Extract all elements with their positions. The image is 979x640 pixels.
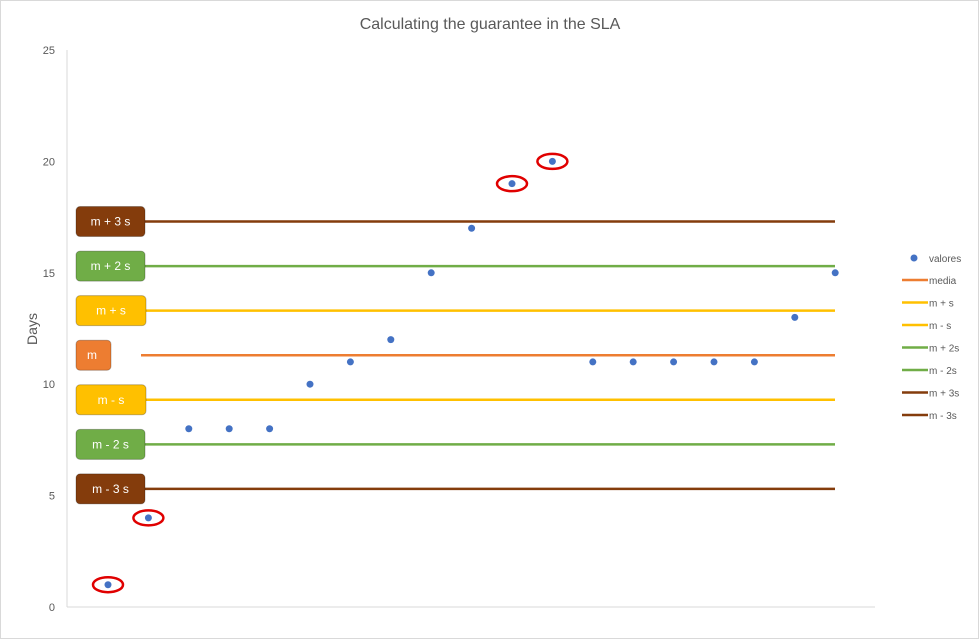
- data-point: [548, 157, 556, 165]
- y-tick-label: 20: [43, 156, 55, 168]
- data-point: [387, 336, 395, 344]
- legend-label: m + 2s: [929, 344, 959, 355]
- outlier-highlight: [132, 509, 165, 527]
- chart-title: Calculating the guarantee in the SLA: [360, 16, 621, 33]
- reference-label-box: [75, 250, 146, 282]
- reference-label-box: [75, 339, 112, 371]
- data-point: [346, 358, 354, 366]
- data-point: [670, 358, 678, 366]
- y-tick-label: 25: [43, 45, 55, 57]
- y-tick-label: 0: [49, 602, 55, 614]
- legend-label: m - s: [929, 321, 951, 332]
- legend-label: m + s: [929, 299, 954, 310]
- reference-label-box: [75, 473, 146, 505]
- reference-label: m - s: [98, 393, 125, 407]
- data-point: [468, 224, 476, 232]
- reference-label-box: [75, 295, 147, 327]
- data-point: [710, 358, 718, 366]
- reference-label: m + s: [96, 304, 126, 318]
- data-point: [831, 269, 839, 277]
- data-point: [104, 581, 112, 589]
- data-point: [266, 425, 274, 433]
- data-point: [225, 425, 233, 433]
- y-axis-label: Days: [24, 313, 40, 345]
- legend-marker: [910, 254, 918, 262]
- legend-label: media: [929, 276, 957, 287]
- reference-label: m - 2 s: [92, 437, 129, 451]
- y-tick-label: 15: [43, 268, 55, 280]
- legend-label: m - 2s: [929, 366, 957, 377]
- reference-label: m + 3 s: [91, 215, 131, 229]
- axes: 0 5 10 15 20 25: [43, 45, 875, 614]
- data-point: [306, 380, 314, 388]
- data-points: [104, 157, 839, 589]
- y-tick-label: 5: [49, 491, 55, 503]
- reference-label-box: [75, 206, 146, 238]
- outlier-highlight: [495, 174, 529, 193]
- highlight-circles: [91, 152, 569, 594]
- data-point: [750, 358, 758, 366]
- reference-label: m + 2 s: [91, 259, 131, 273]
- data-point: [791, 313, 799, 321]
- outlier-highlight: [536, 152, 569, 171]
- reference-label-box: [75, 428, 146, 460]
- data-point: [629, 358, 637, 366]
- data-point: [144, 514, 152, 522]
- data-point: [185, 425, 193, 433]
- legend-label: m + 3s: [929, 389, 959, 400]
- data-point: [508, 180, 516, 188]
- data-point: [427, 269, 435, 277]
- y-tick-label: 10: [43, 379, 55, 391]
- legend-label: valores: [929, 254, 961, 265]
- outlier-highlight: [91, 575, 125, 594]
- reference-label: m: [87, 348, 97, 362]
- legend-label: m - 3s: [929, 411, 957, 422]
- legend: valores media m + s m - s m + 2s m - 2s m + 3s…: [902, 254, 961, 422]
- reference-label-box: [75, 384, 147, 416]
- data-point: [589, 358, 597, 366]
- reference-label: m - 3 s: [92, 482, 129, 496]
- reference-lines: m m + s m - s m + 2 s m - 2 s m + 3 s m - 3 s: [75, 206, 835, 505]
